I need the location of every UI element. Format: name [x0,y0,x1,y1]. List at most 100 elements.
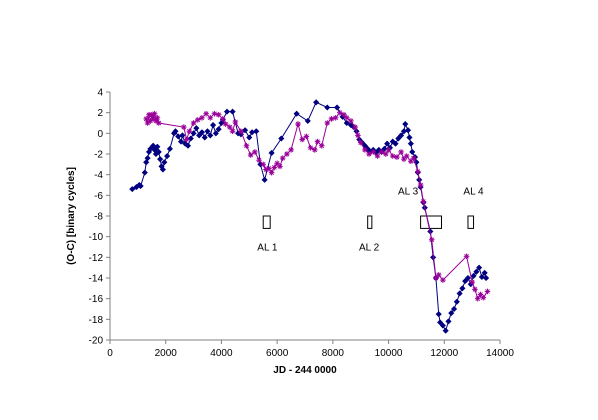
asterisk-point [332,115,339,121]
diamond-point [448,309,455,317]
activity-box [367,215,373,229]
asterisk-point [385,147,392,153]
diamond-point [470,272,477,280]
asterisk-point [394,154,400,160]
activity-boxes [262,215,475,229]
asterisk-point [403,153,410,159]
diamond-point [229,108,236,115]
annotation-label: AL 2 [359,243,380,254]
asterisk-point [288,147,294,153]
asterisk-point [469,279,475,285]
y-tick-label: -18 [89,315,104,326]
annotation-label: AL 3 [398,187,419,198]
diamond-point [333,104,341,111]
asterisk-point [265,165,272,172]
diamond-point [246,134,253,141]
x-tick-label: 12000 [430,348,458,359]
diamond-point [261,176,268,183]
asterisk-point [435,272,442,278]
diamond-point [204,128,211,135]
x-tick-label: 8000 [322,348,345,359]
diamond-point [459,285,466,292]
diamond-point [293,110,300,117]
diamond-point [268,149,275,157]
asterisk-point [355,132,361,139]
diamond-point [201,134,208,141]
x-axis-title: JD - 244 0000 [273,365,337,376]
asterisk-point [199,115,205,121]
diamond-point [156,156,164,163]
diamond-point [253,128,260,135]
asterisk-point [226,124,233,130]
asterisk-point [295,121,301,127]
diamond-point [129,185,136,193]
asterisk-point [271,164,278,171]
annotation-label: AL 4 [463,187,484,198]
diamond-point [481,269,488,276]
x-tick-label: 2000 [155,348,178,359]
asterisk-point [357,139,364,146]
asterisk-point [268,169,275,176]
asterisk-point [186,128,193,135]
asterisk-point [428,236,435,243]
annotations: AL 1 AL 2 AL 3 AL 4 [257,187,484,254]
asterisk-point [277,163,283,170]
asterisk-point [307,145,314,151]
diamond-point [450,305,458,313]
activity-box [262,215,271,229]
asterisk-point [415,168,421,175]
asterisk-point [203,110,209,117]
diamond-point [172,128,179,135]
diamond-point [482,274,490,282]
x-tick-label: 4000 [210,348,233,359]
asterisk-point [318,142,325,149]
diamond-point [161,159,168,166]
x-tick-label: 0 [107,348,113,359]
diamond-point [193,125,200,132]
asterisk-point [190,120,197,126]
y-tick-label: -2 [94,150,103,161]
asterisk-point [279,155,286,161]
asterisk-point [417,182,424,188]
asterisk-point [366,151,372,157]
asterisk-point [150,116,156,122]
diamond-point [406,134,413,141]
asterisk-point [194,117,201,123]
asterisk-point [303,133,310,140]
diamond-point [453,298,460,305]
y-tick-label: -16 [89,294,104,305]
diamond-point [439,322,447,329]
asterisk-point [484,288,491,295]
series-asterisk [143,109,491,302]
diamond-point [464,274,472,282]
asterisk-point [463,253,470,260]
diamond-point [384,140,391,147]
asterisk-point [207,115,214,121]
tick-labels: 420-2-4-6-8-10-12-14-16-18-200 2000 4000 60… [89,88,515,360]
asterisk-point [389,153,396,159]
diamond-point [177,138,185,145]
diamond-point [184,142,192,149]
diamond-point [209,121,217,129]
diamond-point [392,140,399,147]
diamond-point [407,140,415,147]
diamond-point [179,132,186,139]
asterisk-point [183,136,190,143]
diamond-point [397,132,405,139]
diamond-point [155,148,162,156]
y-tick-label: -6 [94,191,103,202]
asterisk-point [147,118,154,124]
y-tick-label: 4 [97,88,103,99]
y-tick-label: -20 [89,336,104,347]
y-tick-label: -12 [89,253,104,264]
asterisk-point [328,116,335,122]
diamond-point [429,254,437,261]
asterisk-point [337,109,343,116]
diamond-point [409,148,416,156]
annotation-label: AL 1 [257,243,278,254]
diamond-point [212,130,220,137]
diamond-point [473,268,480,275]
diamond-point [182,140,189,147]
asterisk-point [352,124,358,130]
diamond-point [198,129,206,136]
